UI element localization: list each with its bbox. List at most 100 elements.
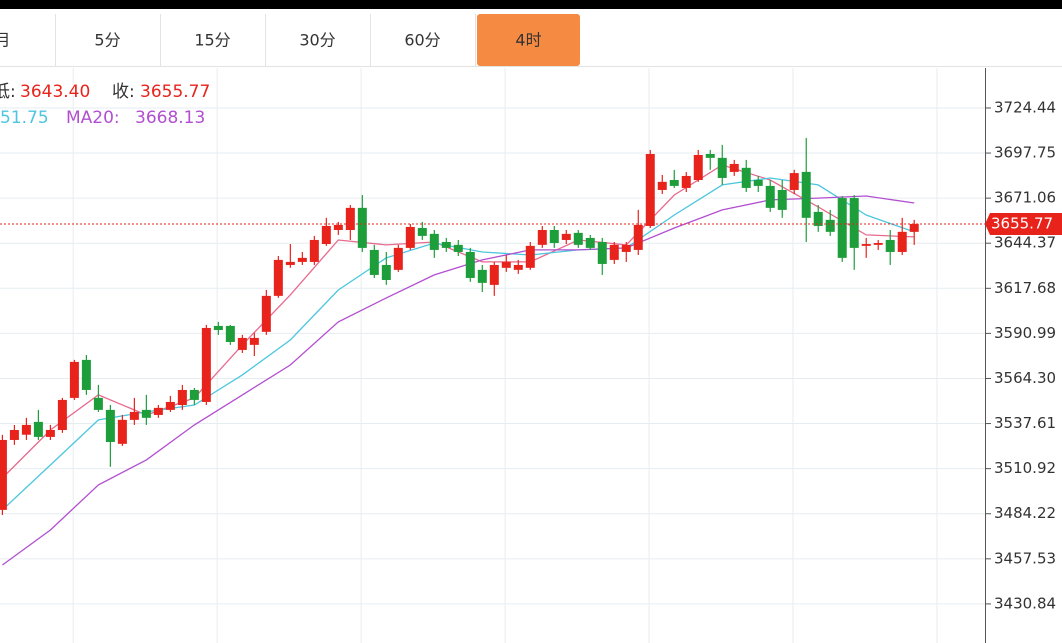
- tab[interactable]: 30分: [299, 31, 335, 50]
- candle-body: [861, 244, 871, 246]
- candle-body: [705, 153, 715, 158]
- candle-body: [261, 295, 271, 332]
- candle-body: [633, 224, 643, 250]
- candle-body: [789, 173, 799, 190]
- ma-line: [1, 164, 915, 479]
- candle-body: [621, 244, 631, 252]
- candle-body: [501, 261, 511, 268]
- candle-body: [561, 233, 571, 240]
- tab-bar: 月 5分 15分 30分 60分 4时: [0, 14, 1062, 67]
- candle-body: [585, 237, 595, 248]
- y-tick-label: 3510.92: [994, 459, 1056, 477]
- y-tick-label: 3671.06: [994, 189, 1056, 207]
- y-tick-label: 3484.22: [994, 504, 1056, 522]
- candle-body: [165, 401, 175, 410]
- tab[interactable]: 15分: [194, 31, 230, 50]
- candle-body: [201, 327, 211, 402]
- candle-body: [801, 171, 811, 218]
- candle-body: [609, 244, 619, 260]
- candle-body: [333, 224, 343, 230]
- candle-body: [753, 179, 763, 186]
- last-price-badge: [985, 212, 1062, 235]
- candle-body: [681, 175, 691, 188]
- last-price-label: 3655.77: [991, 214, 1053, 232]
- candle-body: [273, 259, 283, 296]
- info-label: MA20:: [66, 108, 120, 128]
- candle-body: [465, 251, 475, 278]
- candle-body: [381, 264, 391, 280]
- tab[interactable]: 4时: [515, 31, 541, 50]
- ma-line: [2, 195, 915, 566]
- candle-body: [153, 407, 163, 415]
- candle-body: [225, 325, 235, 342]
- tab[interactable]: 月: [0, 31, 11, 50]
- candle-body: [429, 233, 439, 250]
- candle-body: [885, 239, 895, 252]
- candle-body: [765, 185, 775, 208]
- candle-body: [177, 389, 187, 405]
- top-bar: [0, 0, 1062, 9]
- candle-body: [345, 207, 355, 230]
- candle-body: [405, 226, 415, 248]
- candle-body: [81, 359, 91, 390]
- candle-body: [741, 167, 751, 188]
- candle-body: [393, 247, 403, 270]
- y-tick-label: 3697.75: [994, 144, 1056, 162]
- candle-body: [57, 399, 67, 430]
- candle-body: [897, 231, 907, 252]
- candle-body: [249, 337, 259, 345]
- info-value: 3643.40: [20, 82, 90, 102]
- candle-body: [489, 264, 499, 285]
- y-tick-label: 3430.84: [994, 594, 1056, 612]
- y-tick-label: 3537.61: [994, 414, 1056, 432]
- info-value: 3655.77: [140, 82, 210, 102]
- candle-body: [213, 325, 223, 330]
- candle-body: [69, 361, 79, 398]
- candle-body: [357, 207, 367, 248]
- candle-body: [237, 337, 247, 350]
- y-axis: 3724.44 3697.75 3671.06 3644.37 3617.68 3590.…: [985, 68, 1056, 643]
- candle-body: [369, 249, 379, 275]
- candle-body: [537, 229, 547, 245]
- candle-body: [417, 227, 427, 236]
- grid: [0, 68, 985, 643]
- y-tick-label: 3724.44: [994, 98, 1056, 116]
- candle-body: [285, 261, 295, 265]
- candle-body: [0, 439, 7, 510]
- candle-body: [513, 264, 523, 270]
- candle-body: [645, 153, 655, 226]
- candle-body: [441, 241, 451, 248]
- candle-body: [321, 225, 331, 245]
- tab[interactable]: 5分: [94, 31, 120, 50]
- candle-body: [693, 154, 703, 180]
- info-panel: 低: 3643.40 收: 3655.77 51.75 MA20: 3668.1…: [0, 82, 210, 128]
- y-tick-label: 3457.53: [994, 549, 1056, 567]
- info-label: 收:: [112, 82, 135, 102]
- candle-body: [105, 409, 115, 442]
- candle-body: [93, 397, 103, 410]
- candle-body: [141, 409, 151, 418]
- candle-body: [309, 239, 319, 262]
- candle-body: [477, 269, 487, 283]
- candle-body: [777, 189, 787, 210]
- candle-body: [21, 424, 31, 435]
- candle-body: [597, 241, 607, 264]
- candle-body: [453, 244, 463, 252]
- candle-body: [297, 257, 307, 262]
- candle-body: [729, 163, 739, 172]
- candle-body: [909, 223, 919, 232]
- tab[interactable]: 60分: [404, 31, 440, 50]
- candle-body: [825, 219, 835, 232]
- candle-body: [549, 229, 559, 243]
- candle-body: [837, 198, 847, 258]
- ma-line: [1, 177, 915, 511]
- candle-body: [45, 429, 55, 437]
- y-tick-label: 3564.30: [994, 369, 1056, 387]
- candle-body: [849, 198, 859, 248]
- tab-active-bg: [477, 14, 580, 66]
- candle-body: [717, 157, 727, 178]
- y-tick-label: 3617.68: [994, 279, 1056, 297]
- plot-area: [0, 137, 985, 566]
- candle-body: [33, 421, 43, 437]
